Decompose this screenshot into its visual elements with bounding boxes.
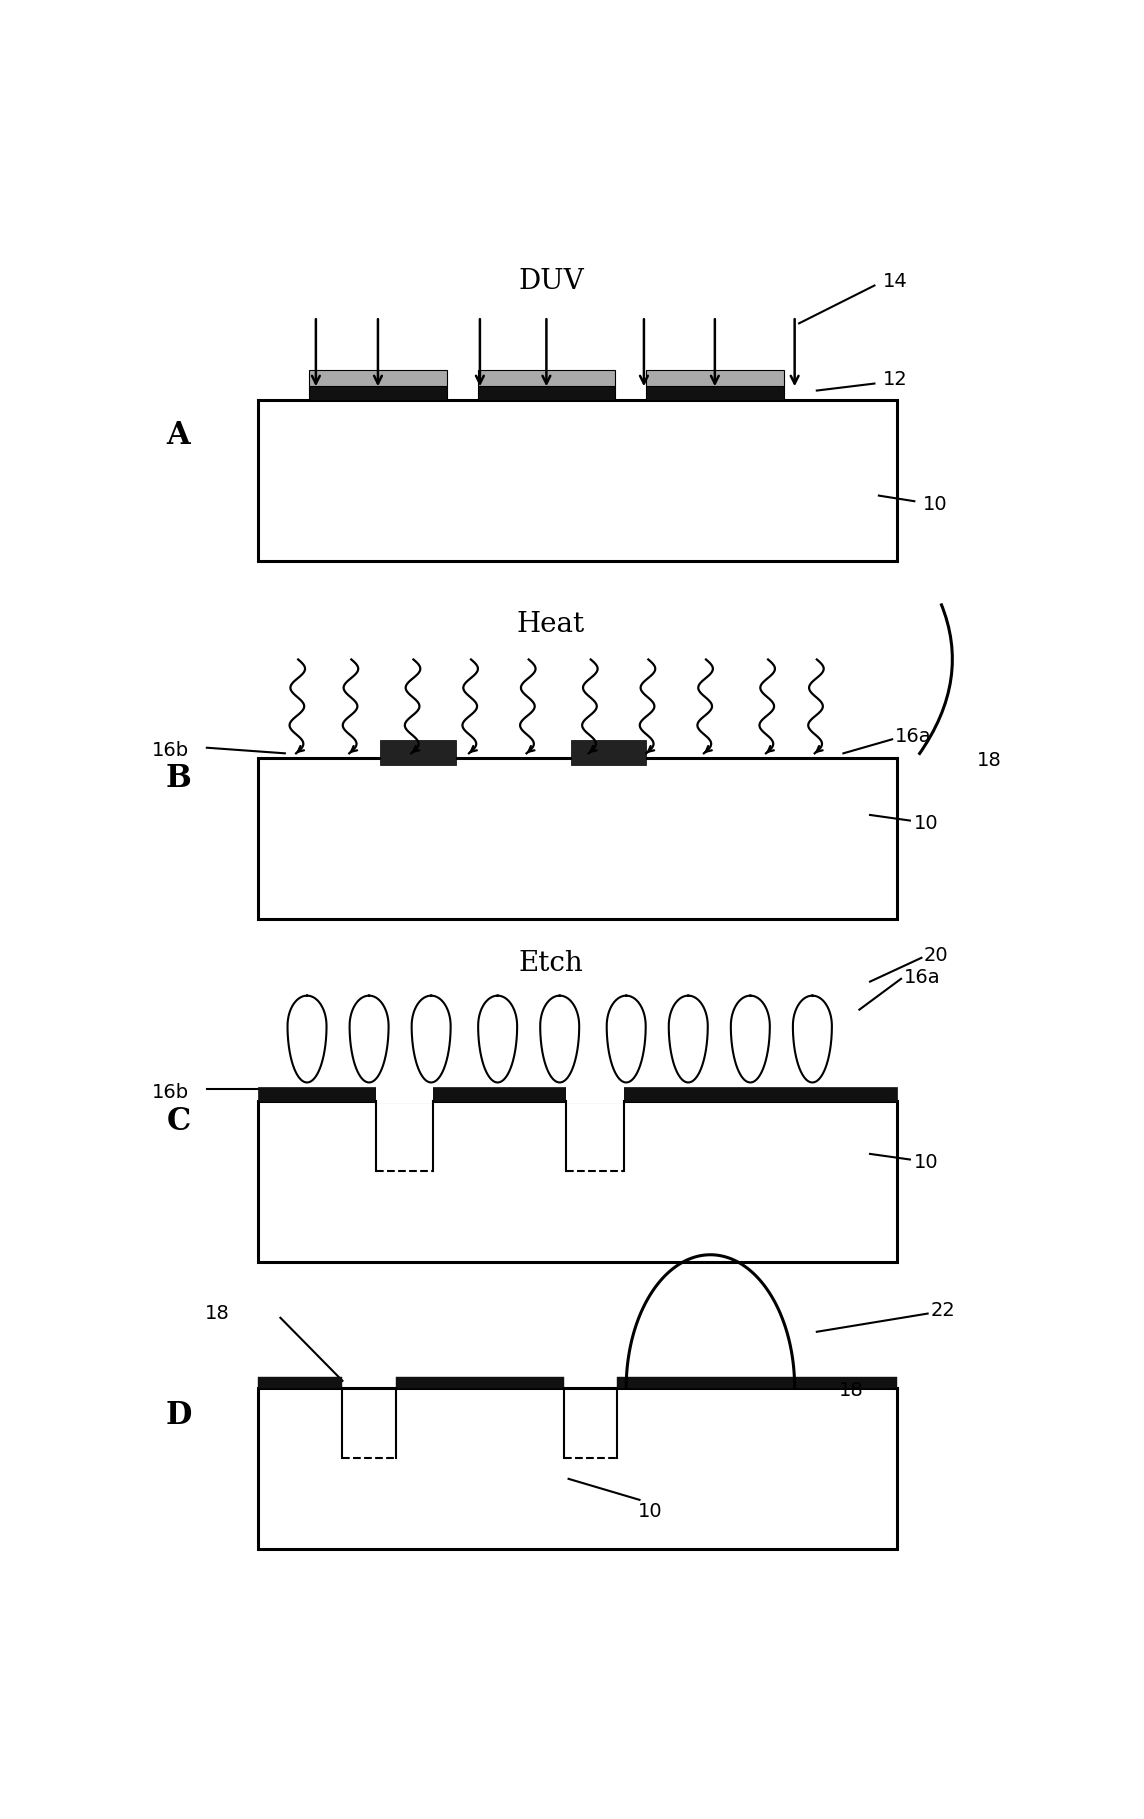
Text: 18: 18 [977,751,1001,769]
Bar [380,740,455,766]
Bar [646,386,784,400]
Polygon shape [350,995,389,1082]
Text: 16a: 16a [904,968,940,988]
Polygon shape [287,995,326,1082]
Bar [259,1388,897,1550]
Polygon shape [412,995,451,1082]
Polygon shape [606,995,645,1082]
Bar [309,386,446,400]
Text: 16b: 16b [152,1082,189,1102]
Text: A: A [167,420,190,451]
Bar [259,1100,897,1262]
Text: 10: 10 [914,813,939,833]
Bar [259,1086,897,1100]
Text: 16b: 16b [152,740,189,760]
Polygon shape [478,995,517,1082]
Text: C: C [166,1106,191,1137]
Text: 18: 18 [839,1381,864,1401]
Polygon shape [669,995,708,1082]
Text: D: D [165,1401,192,1432]
Polygon shape [793,995,832,1082]
Text: 22: 22 [930,1301,955,1321]
Bar [259,400,897,562]
Bar [259,1377,342,1388]
Text: 20: 20 [923,946,948,964]
Text: DUV: DUV [518,267,583,295]
Text: B: B [166,762,191,795]
Bar [309,369,446,386]
Text: 10: 10 [914,1153,939,1171]
Text: 10: 10 [923,495,948,513]
Bar [478,369,615,386]
Bar [646,369,784,386]
Text: Etch: Etch [518,950,583,977]
Polygon shape [731,995,770,1082]
Bar [571,740,646,766]
Text: 18: 18 [205,1304,230,1322]
Bar [259,757,897,919]
Bar [375,1082,434,1104]
Bar [566,1082,623,1104]
Text: Heat: Heat [517,611,585,638]
Text: 16a: 16a [895,728,931,746]
Bar [396,1377,564,1388]
Polygon shape [540,995,579,1082]
Bar [478,386,615,400]
Text: 12: 12 [883,369,908,389]
Text: 10: 10 [637,1501,662,1521]
Bar [618,1377,897,1388]
Text: 14: 14 [883,271,908,291]
